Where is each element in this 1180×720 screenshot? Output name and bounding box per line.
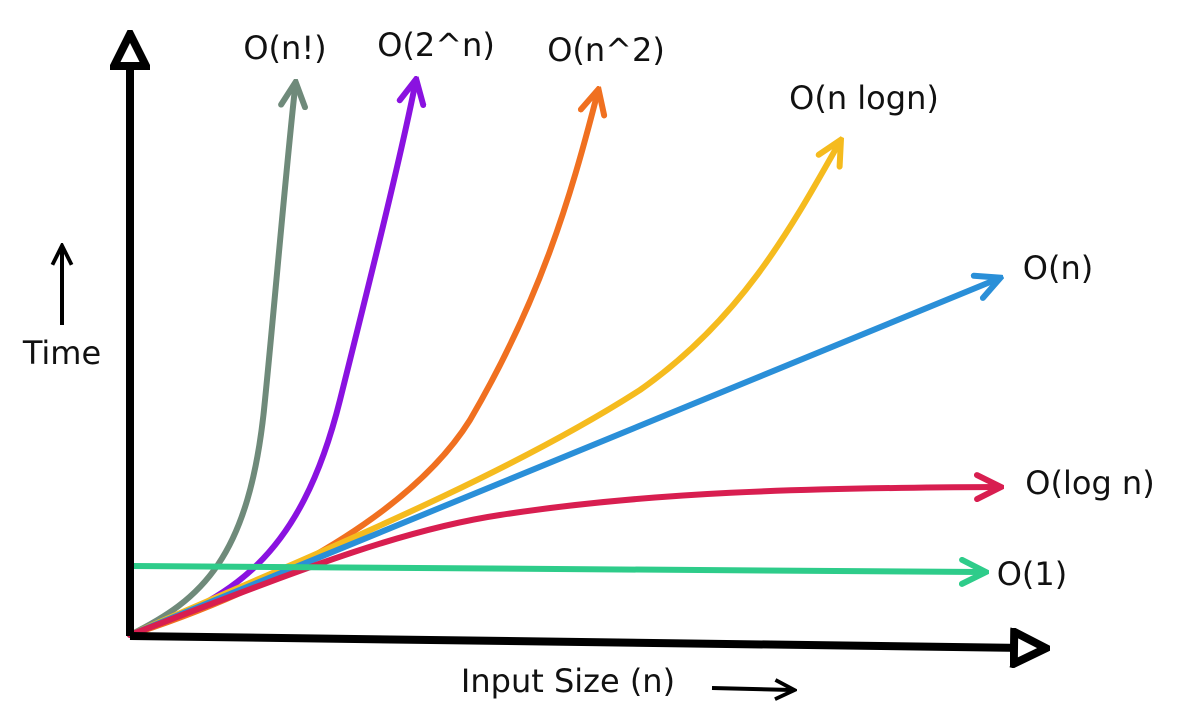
curve (127, 88, 295, 638)
curve (127, 280, 995, 638)
curve (127, 85, 415, 638)
y-axis-label: Time (22, 334, 101, 372)
curve (127, 487, 995, 638)
curves (127, 85, 995, 638)
input-arrow (711, 688, 792, 690)
curve-label: O(n logn) (789, 79, 939, 117)
curve (130, 566, 980, 572)
x-axis-label: Input Size (n) (461, 662, 675, 700)
curve-label: O(n) (1023, 249, 1093, 287)
curve (127, 95, 597, 638)
curve (127, 145, 838, 638)
curve-label: O(1) (997, 555, 1068, 593)
x-axis (129, 636, 1030, 648)
curve-label: O(n!) (243, 29, 326, 67)
curve-label: O(log n) (1025, 464, 1154, 502)
curve-label: O(2^n) (377, 26, 495, 64)
curve-label: O(n^2) (547, 31, 665, 69)
